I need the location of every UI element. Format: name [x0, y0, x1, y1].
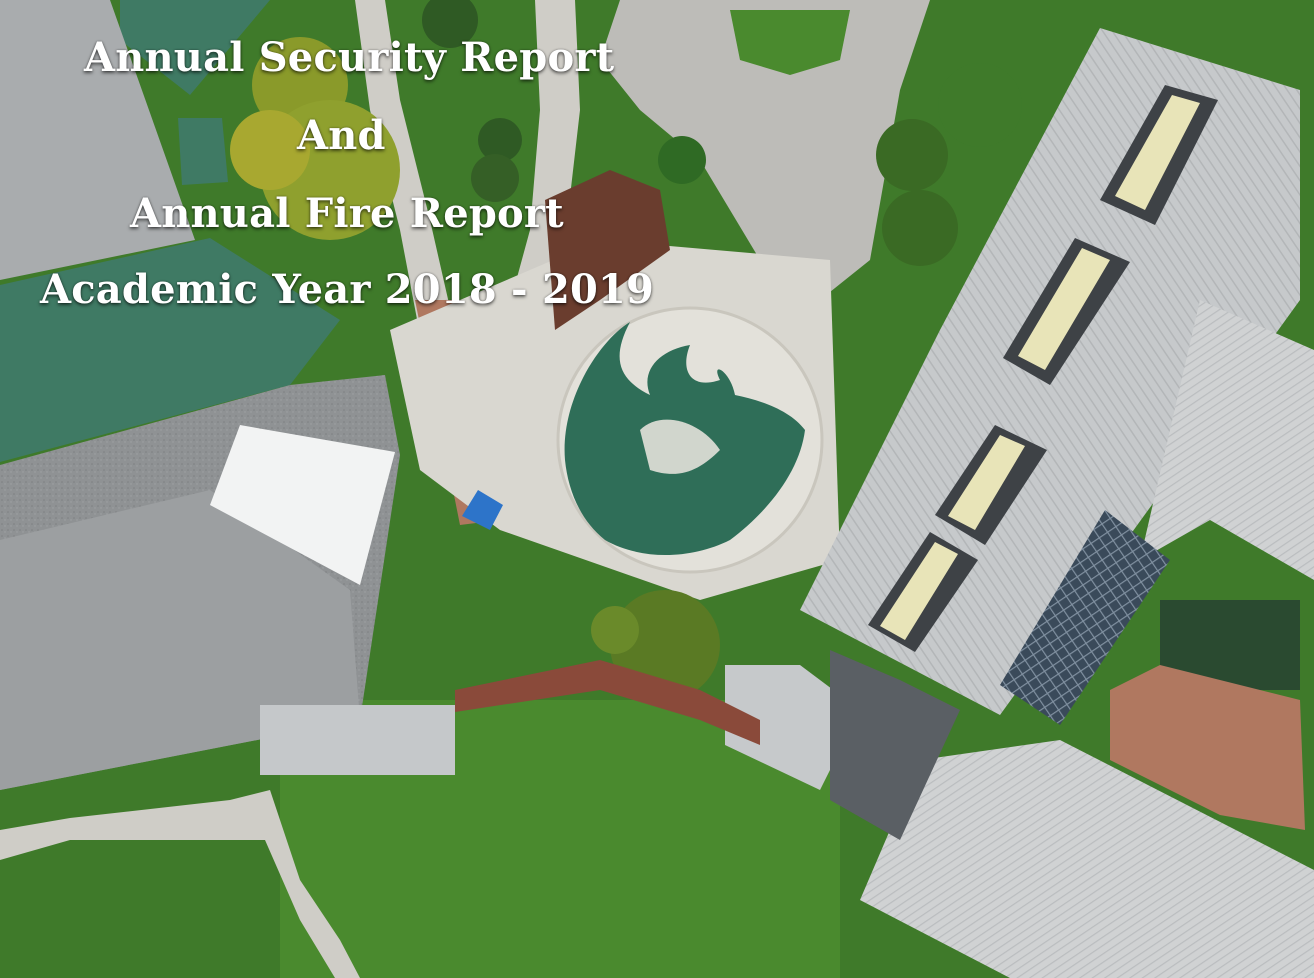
solar-array — [1000, 510, 1170, 725]
metal-roof-south — [860, 740, 1314, 978]
white-tower-roof — [210, 425, 395, 585]
skylights — [868, 85, 1218, 652]
courtyard-brick — [1110, 665, 1305, 830]
green-roof-large — [0, 238, 340, 462]
metal-roof-middle — [725, 665, 860, 790]
metal-roof-wing — [1140, 300, 1314, 580]
dark-roof-section — [830, 650, 960, 840]
title-line-and: And — [297, 112, 386, 159]
title-line-academic-year: Academic Year 2018 - 2019 — [40, 266, 655, 313]
phoenix-logo-detail — [640, 419, 720, 474]
trees — [230, 0, 1022, 700]
driveway-island — [730, 10, 850, 75]
blue-canopy — [462, 490, 503, 530]
brick-wall — [455, 660, 760, 745]
green-roof-north — [120, 0, 270, 95]
walkway-west — [355, 0, 455, 335]
driveway-loop — [600, 0, 930, 300]
gray-roof-northwest — [0, 0, 195, 280]
green-roof-small — [178, 118, 228, 185]
walkway-southwest — [0, 790, 360, 978]
title-line-security-report: Annual Security Report — [84, 34, 615, 81]
annex-roof — [260, 705, 455, 775]
mulch-bed — [545, 170, 670, 330]
title-line-fire-report: Annual Fire Report — [130, 190, 564, 237]
